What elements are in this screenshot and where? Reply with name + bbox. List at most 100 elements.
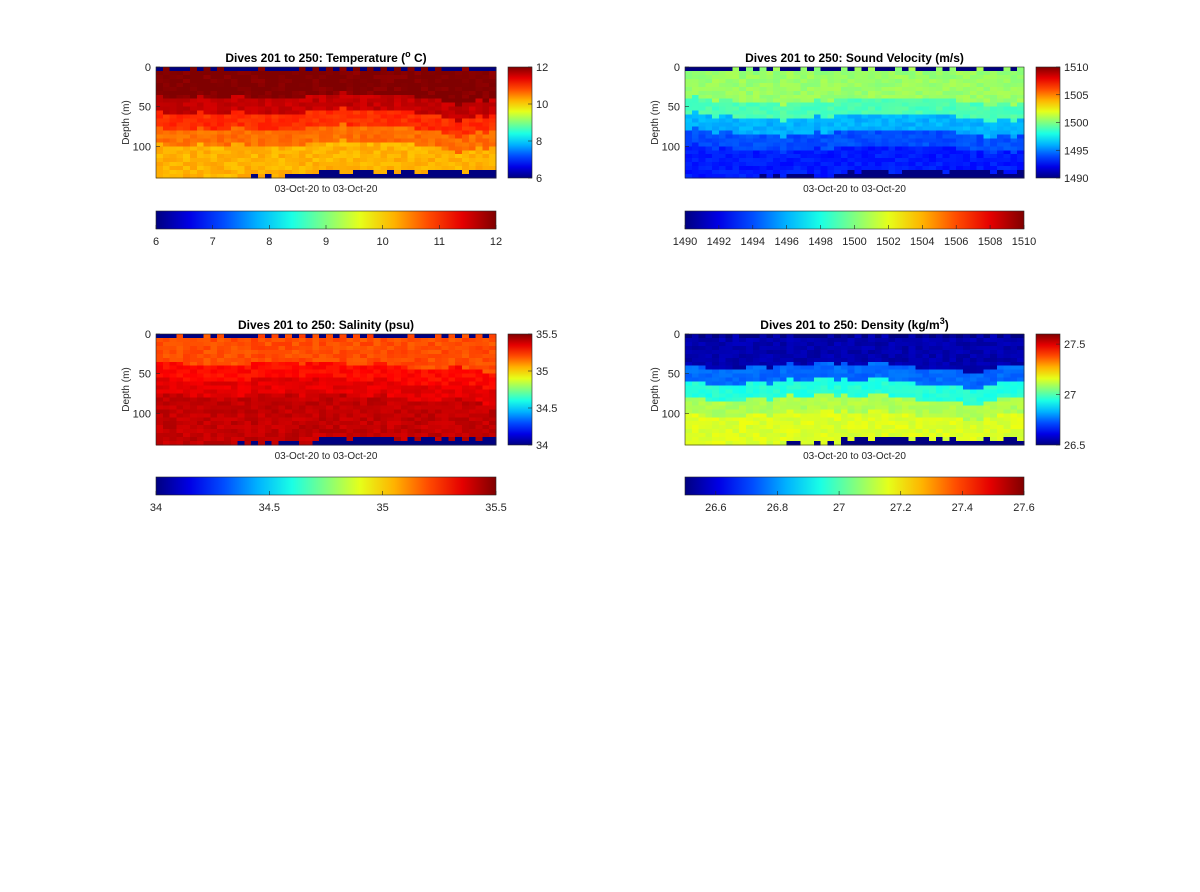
heatmap-cell [698,134,706,139]
heatmap-cell [779,409,788,414]
heatmap-cell [915,146,923,151]
heatmap-cell [482,126,490,132]
heatmap-cell [773,142,781,147]
heatmap-cell [705,437,713,442]
heatmap-cell [169,150,177,155]
heatmap-cell [258,110,266,116]
heatmap-cell [421,369,429,375]
heatmap-cell [455,441,463,446]
heatmap-cell [156,334,164,339]
heatmap-cell [441,437,449,442]
heatmap-cell [305,158,313,163]
heatmap-cell [990,142,998,147]
heatmap-cell [956,67,964,72]
heatmap-cell [224,357,232,363]
heatmap-cell [969,146,978,151]
heatmap-cell [353,67,361,72]
heatmap-cell [258,90,266,96]
heatmap-cell [840,441,849,446]
heatmap-cell [827,357,835,363]
heatmap-cell [705,90,713,96]
heatmap-cell [895,130,903,135]
heatmap-cell [156,166,164,171]
heatmap-cell [298,393,307,399]
heatmap-cell [1017,174,1025,179]
heatmap-cell [455,162,463,167]
heatmap-cell [718,413,727,418]
heatmap-cell [807,334,815,339]
heatmap-cell [380,413,388,418]
heatmap-cell [169,90,177,96]
heatmap-cell [698,337,706,343]
heatmap-cell [441,146,449,151]
heatmap-cell [705,70,713,76]
heatmap-cell [800,98,808,104]
heatmap-cell [217,130,225,135]
heatmap-cell [169,365,177,371]
heatmap-cell [840,429,849,434]
heatmap-cell [264,158,273,163]
heatmap-cell [162,421,171,426]
heatmap-cell [373,90,381,96]
horizontal-colorbar-tick-label: 1500 [842,236,866,248]
heatmap-cell [746,174,754,179]
heatmap-cell [373,337,381,343]
heatmap-cell [326,349,334,355]
heatmap-cell [407,122,415,128]
heatmap-cell [264,106,273,112]
heatmap-cell [278,118,286,124]
heatmap-cell [752,337,761,343]
heatmap-cell [237,90,245,96]
heatmap-cell [800,170,808,175]
heatmap-cell [739,134,747,139]
heatmap-cell [332,357,341,363]
heatmap-cell [901,74,910,80]
heatmap-cell [779,70,788,76]
heatmap-cell [298,337,307,343]
heatmap-cell [373,401,381,406]
heatmap-cell [779,341,788,347]
heatmap-cell [196,377,205,383]
heatmap-cell [224,174,232,179]
heatmap-cell [813,106,822,112]
heatmap-cell [292,369,300,375]
heatmap-cell [448,70,456,76]
heatmap-cell [868,86,876,92]
heatmap-cell [258,441,266,446]
heatmap-cell [312,122,320,128]
heatmap-cell [251,98,259,104]
heatmap-cell [237,102,245,108]
heatmap-cell [237,357,245,363]
heatmap-cell [203,409,211,414]
heatmap-cell [271,401,279,406]
heatmap-cell [366,357,375,363]
heatmap-cell [990,118,998,124]
heatmap-cell [827,334,835,339]
heatmap-cell [468,437,477,442]
heatmap-cell [264,369,273,375]
heatmap-cell [489,138,497,143]
heatmap-cell [847,334,856,339]
heatmap-cell [292,74,300,80]
heatmap-cell [813,166,822,171]
heatmap-cell [996,110,1005,116]
heatmap-cell [779,425,788,430]
heatmap-cell [752,82,761,88]
heatmap-cell [840,102,849,108]
heatmap-cell [752,86,761,92]
heatmap-cell [807,86,815,92]
heatmap-cell [230,334,239,339]
heatmap-cell [380,353,388,359]
heatmap-cell [360,334,368,339]
heatmap-cell [332,98,341,104]
heatmap-cell [813,86,822,92]
heatmap-cell [244,90,252,96]
heatmap-cell [414,142,422,147]
heatmap-cell [895,106,903,112]
heatmap-cell [942,174,951,179]
heatmap-cell [712,170,720,175]
heatmap-cell [1017,106,1025,112]
heatmap-cell [394,110,402,116]
heatmap-cell [387,433,395,438]
heatmap-cell [698,110,706,116]
